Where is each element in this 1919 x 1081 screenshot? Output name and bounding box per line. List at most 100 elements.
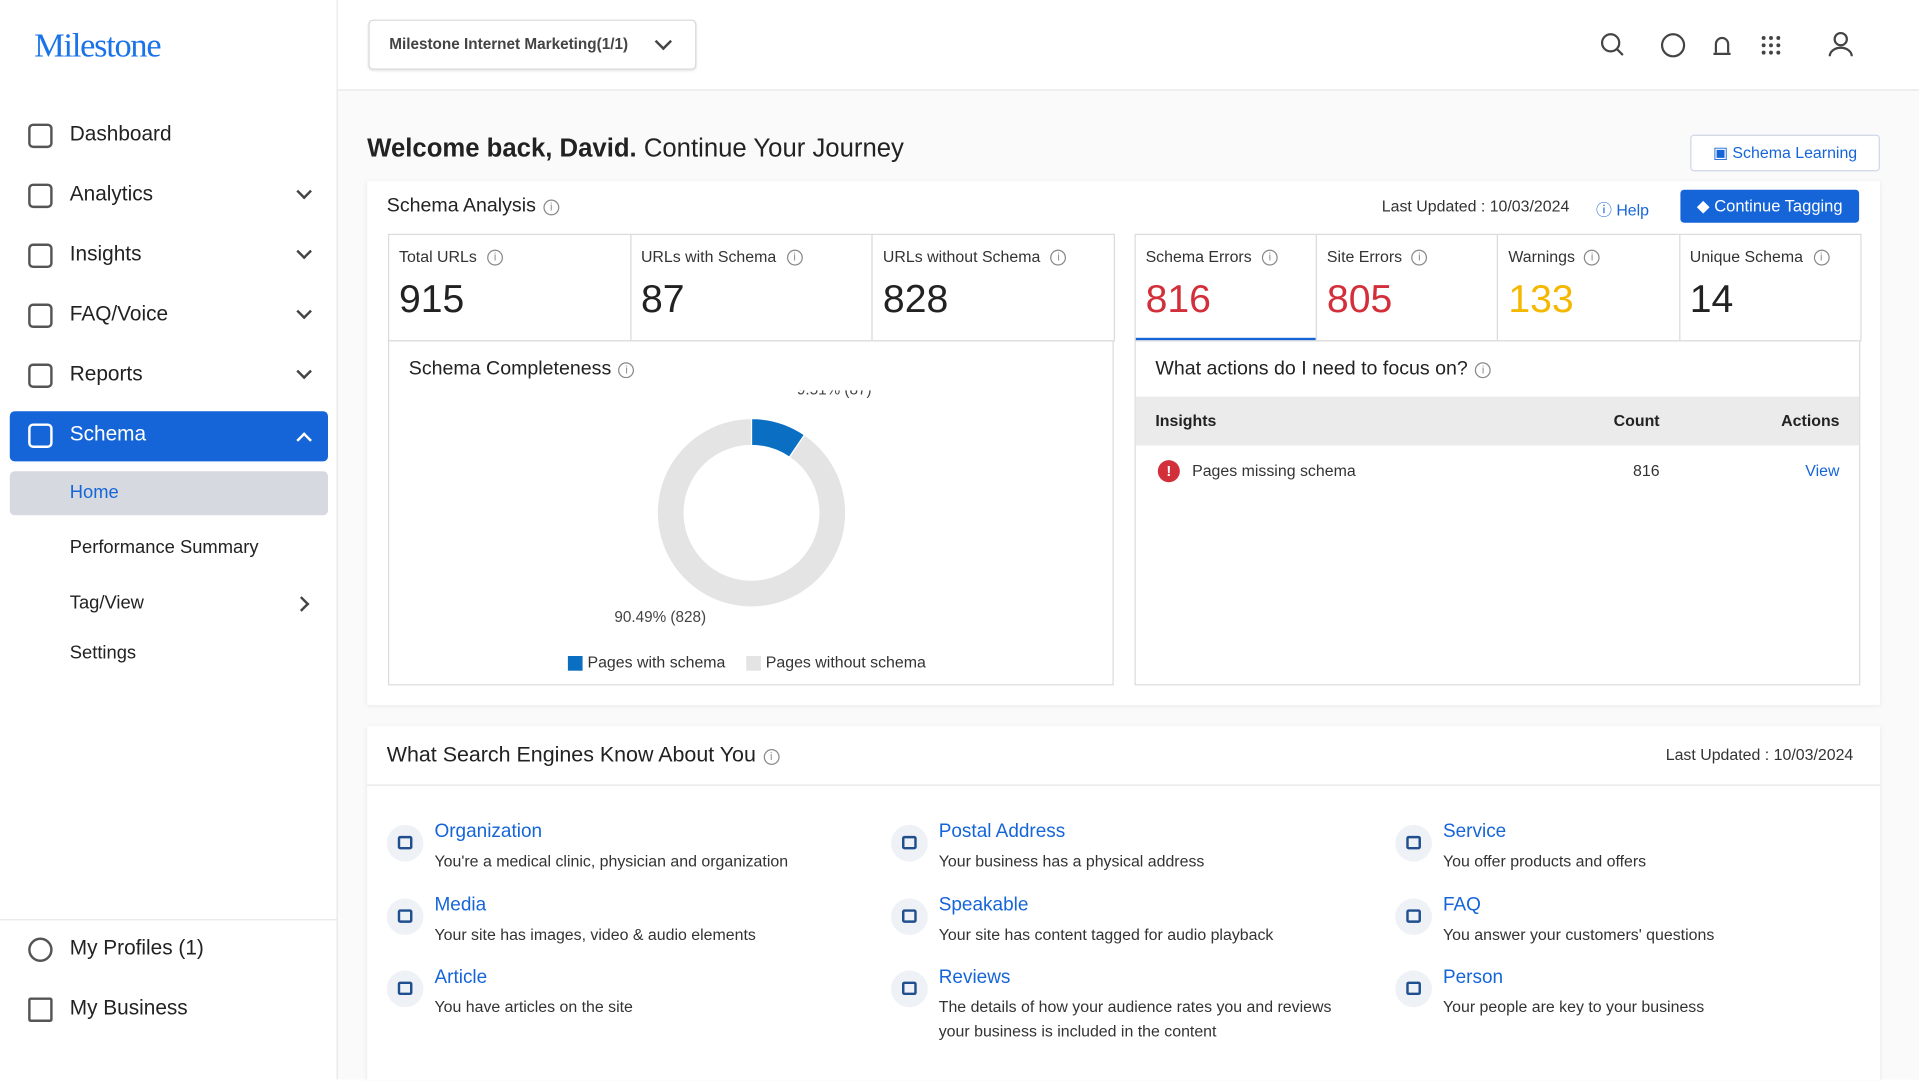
item-icon <box>890 897 928 935</box>
item-title[interactable]: FAQ <box>1442 894 1481 915</box>
chevron <box>296 243 312 260</box>
stat-label: Unique Schema <box>1689 247 1803 266</box>
sub-item[interactable]: Home <box>69 482 119 504</box>
stat-value: 133 <box>1508 276 1574 321</box>
toolbar-icons <box>1600 31 1853 58</box>
stat-label: Site Errors <box>1326 247 1403 266</box>
help-icon[interactable] <box>1660 33 1686 58</box>
item-icon-glyph <box>902 908 917 923</box>
nav-item[interactable]: Schema <box>69 422 147 446</box>
focus-title: What actions do I need to focus on? <box>1155 358 1468 380</box>
item-title[interactable]: Person <box>1442 966 1504 988</box>
dropdown-icon <box>654 32 673 51</box>
stat-value: 14 <box>1689 276 1734 321</box>
stat-value: 805 <box>1326 276 1393 321</box>
nav-icon <box>28 997 53 1022</box>
item-icon <box>386 897 424 935</box>
donut-chart: 9.51% (87) 90.49% (828) Pages with schema P… <box>567 390 926 672</box>
focus-panel: What actions do I need to focus on? i Ins… <box>1134 340 1861 686</box>
schema-learning-button[interactable]: ▣ Schema Learning <box>1690 134 1880 172</box>
title: Schema Analysis <box>386 195 536 217</box>
nav-item[interactable]: Dashboard <box>69 122 172 146</box>
item-title[interactable]: Media <box>434 894 487 915</box>
column-header: Count <box>1613 411 1660 430</box>
item-title[interactable]: Organization <box>434 821 543 843</box>
subtitle: Continue Your Journey <box>643 134 904 163</box>
nav-item[interactable]: My Profiles (1) <box>69 936 204 960</box>
nav-icon <box>28 937 53 962</box>
item-icon <box>1395 824 1432 862</box>
legend-swatch <box>567 656 583 671</box>
stat-value: 828 <box>882 276 949 321</box>
stat-value: 87 <box>640 276 685 321</box>
chart-title-wrap: Schema Completeness i <box>409 359 635 381</box>
active-underline <box>1135 337 1318 341</box>
nav-item[interactable]: My Business <box>69 996 188 1020</box>
greeting: Welcome back, David. <box>367 134 637 163</box>
continue-tagging-button[interactable]: ◆ Continue Tagging <box>1680 189 1860 223</box>
sub-item[interactable]: Settings <box>69 642 137 664</box>
welcome: Welcome back, David. Continue Your Journ… <box>367 135 904 164</box>
stat-label: Total URLs <box>398 247 477 266</box>
action-link[interactable]: View <box>1805 461 1840 480</box>
search-icon[interactable] <box>1600 33 1621 53</box>
card-title: Schema Analysis i <box>386 195 560 218</box>
stat-cell: Warnings i 133 <box>1497 233 1680 342</box>
item-icon <box>386 824 424 862</box>
item-title[interactable]: Postal Address <box>938 821 1066 843</box>
help-link[interactable]: ⓘ Help <box>1595 200 1650 220</box>
item-description: You answer your customers' questions <box>1442 924 1715 944</box>
nav-icon <box>28 123 53 149</box>
nav-item[interactable]: FAQ/Voice <box>69 302 169 326</box>
item-icon-glyph <box>1406 981 1421 996</box>
bell-icon[interactable] <box>1713 36 1731 55</box>
item-icon-glyph <box>397 908 413 923</box>
item-description: The details of how your audience rates y… <box>938 997 1332 1041</box>
value-label: 9.51% (87) <box>797 390 872 398</box>
search-engines-card: What Search Engines Know About You i Last… <box>367 725 1880 1081</box>
item-icon <box>1395 970 1432 1008</box>
item-title[interactable]: Speakable <box>938 894 1029 915</box>
item-icon-glyph <box>1406 835 1421 850</box>
profile-icon[interactable] <box>1833 31 1848 47</box>
item-icon <box>386 970 424 1008</box>
nav-item[interactable]: Reports <box>69 362 143 386</box>
sub-item[interactable]: Tag/View <box>69 592 144 614</box>
stat-label: Schema Errors <box>1145 247 1252 266</box>
info-icon[interactable]: i <box>786 249 803 266</box>
divider <box>0 919 337 921</box>
stat-cell: Total URLs i 915 <box>387 233 632 342</box>
info-icon[interactable]: i <box>1261 249 1278 266</box>
nav-item[interactable]: Insights <box>69 242 142 266</box>
insight: Pages missing schema <box>1192 461 1356 480</box>
item-title[interactable]: Service <box>1442 821 1507 843</box>
item-description: Your site has images, video & audio elem… <box>434 924 756 944</box>
item-icon <box>890 824 928 862</box>
stat-label: URLs without Schema <box>882 247 1041 266</box>
button-text: Schema Learning <box>1732 143 1858 162</box>
info-icon[interactable]: i <box>1411 249 1428 266</box>
stat-cell: URLs without Schema i 828 <box>871 233 1116 342</box>
stat-label: Warnings <box>1508 247 1575 266</box>
stat-label: URLs with Schema <box>640 247 777 266</box>
sub-item[interactable]: Performance Summary <box>69 537 259 559</box>
account-selector[interactable]: Milestone Internet Marketing(1/1) <box>368 19 697 70</box>
info-icon[interactable]: i <box>1050 249 1067 266</box>
item-title[interactable]: Reviews <box>938 966 1011 988</box>
item-icon-glyph <box>397 981 413 996</box>
item-title[interactable]: Article <box>434 966 488 988</box>
stat-cell: URLs with Schema i 87 <box>629 233 874 342</box>
apps-icon[interactable] <box>1761 35 1781 55</box>
item-icon-glyph <box>902 835 917 850</box>
logo[interactable]: Milestone <box>34 26 161 65</box>
column-header: Insights <box>1155 411 1217 430</box>
chevron <box>296 303 312 320</box>
nav-item[interactable]: Analytics <box>69 182 154 206</box>
info-icon[interactable]: i <box>487 249 504 266</box>
item-description: Your people are key to your business <box>1442 997 1705 1016</box>
nav-icon <box>28 183 53 209</box>
info-icon[interactable]: i <box>1813 249 1830 266</box>
info-icon[interactable]: i <box>1584 249 1601 266</box>
table-header <box>1135 396 1860 446</box>
